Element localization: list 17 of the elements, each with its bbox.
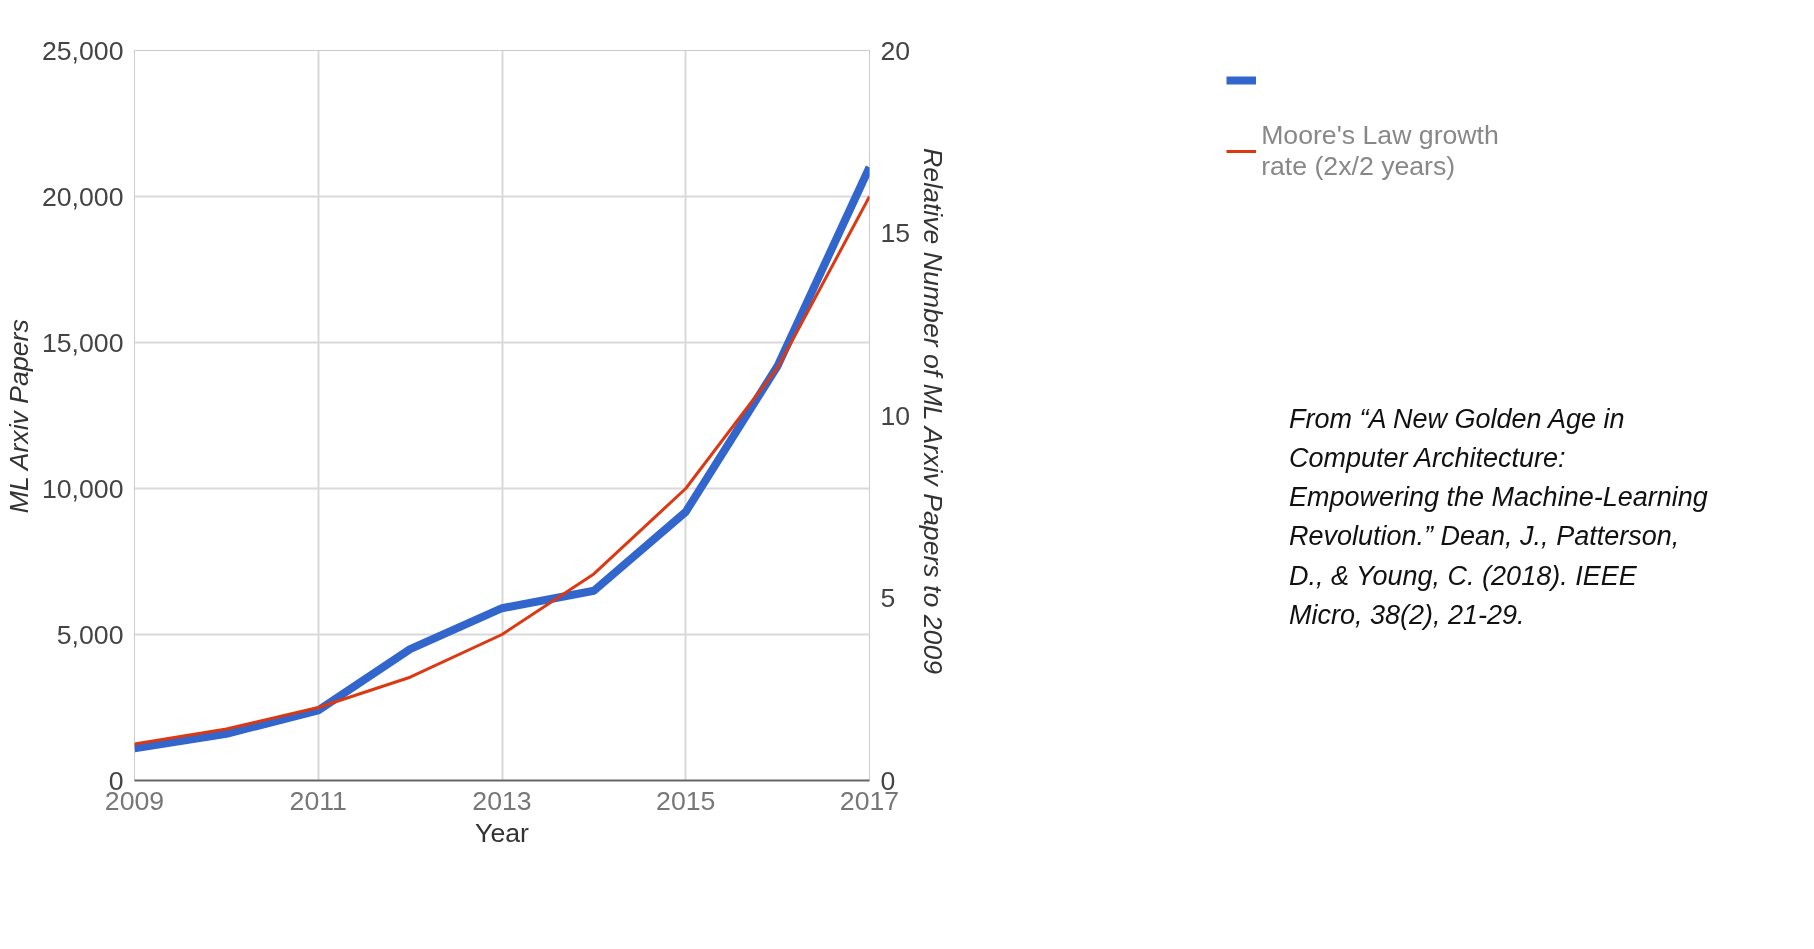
x-tick-label: 2015 xyxy=(656,785,716,816)
y-tick-label: 15,000 xyxy=(41,327,124,358)
y2-tick-label: 5 xyxy=(880,583,896,613)
y2-tick-label: 20 xyxy=(880,35,911,66)
x-tick-label: 2011 xyxy=(289,785,347,816)
text: From “A New Golden Age in Computer Architecture: Empowering the Machine-Learning Revolution.” Dean, J., Patterson, D., & Young, C. (2018). IEEE Micro, 38(2), 21-29. xyxy=(1289,403,1709,632)
x-tick-label: 2013 xyxy=(472,785,532,816)
x-axis-title: Year xyxy=(475,817,530,848)
y2-tick-label: 10 xyxy=(880,400,911,431)
y-tick-label: 10,000 xyxy=(41,473,124,504)
y2-tick-label: 15 xyxy=(880,218,911,248)
y-tick-label: 20,000 xyxy=(41,181,124,212)
y-tick-label: 25,000 xyxy=(41,35,124,66)
y-tick-label: 5,000 xyxy=(56,619,124,650)
y-axis-title: ML Arxiv Papers xyxy=(3,319,34,514)
y2-axis-title: Relative Number of ML Arxiv Papers to 2009 xyxy=(918,148,949,675)
legend-label: Moore's Law growth rate (2x/2 years) xyxy=(1261,120,1499,182)
